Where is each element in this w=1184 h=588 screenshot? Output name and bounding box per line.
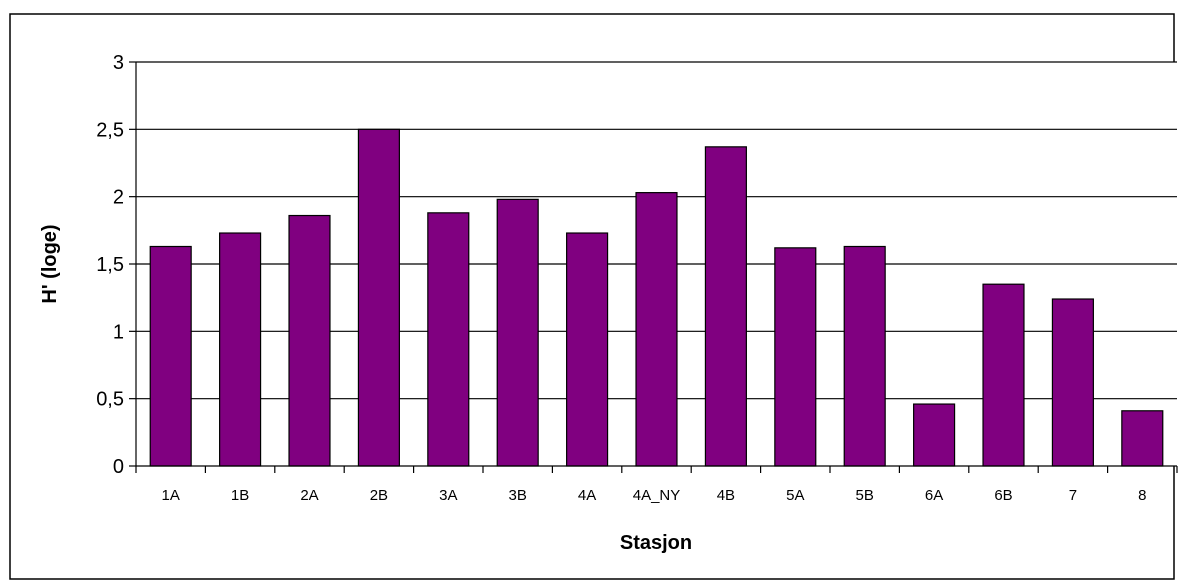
bar (982, 283, 1025, 467)
bar (635, 192, 678, 467)
y-tick-label: 3 (113, 52, 124, 74)
y-tick-label: 0 (113, 456, 124, 478)
bars (149, 128, 1164, 467)
y-tick-label: 2 (113, 187, 124, 209)
x-tick-label: 5A (786, 487, 804, 504)
x-tick-label: 6B (994, 487, 1012, 504)
bar (566, 232, 609, 467)
bar (288, 214, 331, 467)
x-tick-label: 4A (578, 487, 596, 504)
x-tick-label: 2A (300, 487, 318, 504)
x-tick-label: 4B (717, 487, 735, 504)
x-tick-label: 5B (856, 487, 874, 504)
x-tick-label: 6A (925, 487, 943, 504)
x-tick-label: 8 (1138, 487, 1146, 504)
y-tick-label: 1 (113, 321, 124, 343)
bar (357, 128, 400, 467)
y-tick-labels: 0 0,5 1 1,5 2 2,5 3 (96, 52, 124, 478)
bar (913, 403, 956, 467)
bar (774, 247, 817, 467)
x-tick-label: 1B (231, 487, 249, 504)
x-tick-label: 4A_NY (633, 487, 681, 504)
y-tick-label: 1,5 (96, 254, 124, 276)
x-tick-label: 1A (162, 487, 180, 504)
x-axis-label: Stasjon (620, 532, 692, 554)
bar (1121, 410, 1164, 467)
y-tick-label: 2,5 (96, 119, 124, 141)
bar (496, 198, 539, 467)
x-tick-label: 2B (370, 487, 388, 504)
x-tick-label: 3A (439, 487, 457, 504)
bar (1051, 298, 1094, 467)
x-tick-labels: 1A 1B 2A 2B 3A 3B 4A 4A_NY 4B 5A 5B 6A 6B 7 8 (162, 487, 1147, 504)
x-tick-label: 7 (1069, 487, 1077, 504)
bar (219, 232, 262, 467)
y-axis-label: H' (loge) (39, 224, 61, 303)
bar (704, 146, 747, 467)
bar (843, 245, 886, 467)
axes (129, 61, 1178, 473)
x-tick-label: 3B (509, 487, 527, 504)
bar (427, 212, 470, 467)
bar (149, 245, 192, 467)
y-tick-label: 0,5 (96, 389, 124, 411)
